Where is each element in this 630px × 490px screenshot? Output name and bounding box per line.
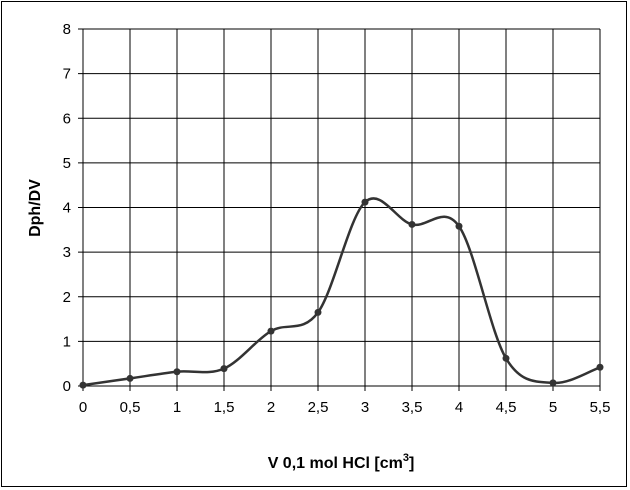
data-point bbox=[267, 327, 275, 335]
x-tick-label: 1 bbox=[173, 399, 181, 416]
y-tick-labels: 0 1 2 3 4 5 6 7 8 bbox=[63, 21, 71, 395]
y-tick-label: 6 bbox=[63, 110, 71, 127]
data-point bbox=[455, 222, 463, 230]
y-tick-label: 3 bbox=[63, 244, 71, 261]
x-tick-label: 1,5 bbox=[214, 399, 235, 416]
x-axis-title-superscript: 3 bbox=[403, 452, 409, 464]
x-tick-label: 2 bbox=[267, 399, 275, 416]
x-axis-title: V 0,1 mol HCl [cm3] bbox=[268, 452, 415, 472]
data-point bbox=[220, 365, 228, 373]
grid bbox=[78, 28, 601, 391]
data-point bbox=[596, 363, 604, 371]
x-tick-label: 5 bbox=[549, 399, 557, 416]
x-tick-label: 0 bbox=[79, 399, 87, 416]
x-tick-labels: 0 0,5 1 1,5 2 2,5 3 3,5 4 4,5 5 5,5 bbox=[79, 399, 611, 416]
x-tick-label: 5,5 bbox=[590, 399, 611, 416]
data-point bbox=[173, 368, 181, 376]
x-tick-label: 3,5 bbox=[402, 399, 423, 416]
data-point bbox=[408, 220, 416, 228]
data-point bbox=[549, 379, 557, 387]
x-tick-label: 4 bbox=[455, 399, 463, 416]
y-tick-label: 5 bbox=[63, 155, 71, 172]
x-tick-label: 4,5 bbox=[496, 399, 517, 416]
series-markers bbox=[79, 198, 604, 389]
data-point bbox=[314, 308, 322, 316]
x-axis-title-main: V 0,1 mol HCl [cm bbox=[268, 455, 403, 472]
data-point bbox=[79, 381, 87, 389]
y-tick-label: 8 bbox=[63, 21, 71, 38]
data-point bbox=[126, 374, 134, 382]
y-axis-title: Dph/DV bbox=[27, 179, 44, 237]
y-tick-label: 4 bbox=[63, 200, 71, 217]
series-line bbox=[82, 197, 601, 387]
y-tick-label: 2 bbox=[63, 289, 71, 306]
x-axis-title-close: ] bbox=[409, 455, 414, 472]
data-point bbox=[502, 354, 510, 362]
x-tick-label: 0,5 bbox=[120, 399, 141, 416]
x-tick-label: 2,5 bbox=[308, 399, 329, 416]
y-tick-label: 1 bbox=[63, 333, 71, 350]
y-tick-label: 7 bbox=[63, 66, 71, 83]
y-tick-label: 0 bbox=[63, 378, 71, 395]
data-point bbox=[361, 198, 369, 206]
x-tick-label: 3 bbox=[361, 399, 369, 416]
